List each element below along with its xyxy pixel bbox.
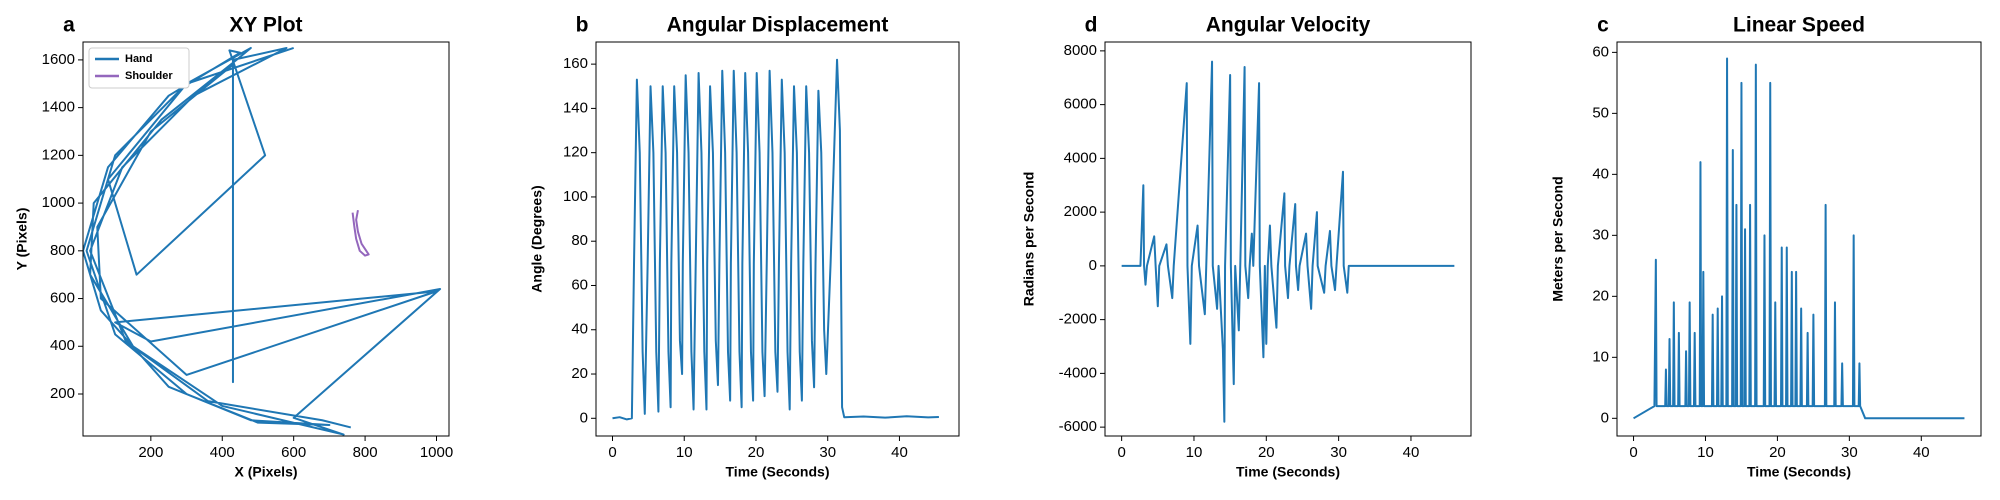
x-tick-label: 30 [1330, 444, 1347, 461]
y-tick-label: 1000 [42, 194, 75, 211]
x-tick-label: 30 [819, 444, 836, 461]
legend-label: Shoulder [125, 70, 173, 82]
x-axis-label: Time (Seconds) [1747, 464, 1851, 480]
y-tick-label: 20 [571, 365, 588, 382]
y-tick-label: 8000 [1064, 42, 1097, 59]
y-tick-label: 60 [1592, 43, 1609, 60]
x-tick-label: 20 [1258, 444, 1275, 461]
x-tick-label: 0 [1629, 444, 1637, 461]
series-line [351, 210, 370, 257]
y-tick-label: 4000 [1064, 149, 1097, 166]
y-tick-label: 0 [1601, 409, 1609, 426]
x-tick-label: 10 [676, 444, 693, 461]
x-tick-label: 40 [891, 444, 908, 461]
x-axis-label: Time (Seconds) [1236, 464, 1340, 480]
x-tick-label: 10 [1697, 444, 1714, 461]
series-line [612, 58, 939, 421]
y-tick-label: 2000 [1064, 203, 1097, 220]
y-tick-label: 200 [50, 385, 75, 402]
y-tick-label: 6000 [1064, 96, 1097, 113]
y-tick-label: 120 [563, 144, 588, 161]
axes-frame [1616, 41, 1982, 437]
y-axis-label: Radians per Second [1021, 172, 1037, 307]
y-axis-label: Meters per Second [1550, 176, 1566, 301]
axes-frame [82, 41, 450, 437]
x-tick-label: 40 [1403, 444, 1420, 461]
x-tick-label: 20 [1769, 444, 1786, 461]
y-tick-label: 80 [571, 232, 588, 249]
legend-label: Hand [125, 53, 153, 65]
panel-label: b [576, 14, 589, 37]
x-tick-label: 0 [1117, 444, 1125, 461]
y-tick-label: 0 [580, 409, 588, 426]
y-tick-label: 140 [563, 99, 588, 116]
panel-label: c [1597, 14, 1609, 37]
axes-frame [595, 41, 960, 437]
x-tick-label: 20 [748, 444, 765, 461]
y-axis-label: Angle (Degrees) [529, 185, 545, 292]
chart-title: Angular Displacement [667, 14, 889, 37]
y-tick-label: 40 [571, 321, 588, 338]
y-tick-label: 160 [563, 55, 588, 72]
y-tick-label: 600 [50, 290, 75, 307]
y-tick-label: 400 [50, 337, 75, 354]
x-axis-label: X (Pixels) [234, 464, 297, 480]
chart-title: Linear Speed [1733, 14, 1865, 37]
x-tick-label: 400 [210, 444, 235, 461]
y-tick-label: 30 [1592, 226, 1609, 243]
x-tick-label: 10 [1186, 444, 1203, 461]
y-tick-label: 60 [571, 276, 588, 293]
x-tick-label: 600 [281, 444, 306, 461]
y-tick-label: 20 [1592, 287, 1609, 304]
x-tick-label: 200 [138, 444, 163, 461]
y-tick-label: 100 [563, 188, 588, 205]
x-tick-label: 30 [1841, 444, 1858, 461]
x-tick-label: 1000 [420, 444, 453, 461]
chart-title: Angular Velocity [1206, 14, 1371, 37]
y-tick-label: 800 [50, 242, 75, 259]
axes-frame [1104, 41, 1472, 437]
x-tick-label: 0 [608, 444, 616, 461]
panel-label: a [63, 14, 75, 37]
series-line [1121, 60, 1455, 423]
panel-label: d [1085, 14, 1098, 37]
x-tick-label: 800 [353, 444, 378, 461]
y-tick-label: 40 [1592, 165, 1609, 182]
y-tick-label: 1200 [42, 146, 75, 163]
series-line [83, 46, 442, 436]
y-tick-label: -2000 [1059, 311, 1097, 328]
y-tick-label: -4000 [1059, 364, 1097, 381]
y-tick-label: 1400 [42, 99, 75, 116]
x-axis-label: Time (Seconds) [726, 464, 830, 480]
y-axis-label: Y (Pixels) [14, 208, 30, 271]
chart-title: XY Plot [229, 14, 302, 37]
y-tick-label: -6000 [1059, 418, 1097, 435]
y-tick-label: 1600 [42, 51, 75, 68]
y-tick-label: 0 [1089, 257, 1097, 274]
series-line [1633, 57, 1965, 420]
y-tick-label: 10 [1592, 348, 1609, 365]
x-tick-label: 40 [1913, 444, 1930, 461]
y-tick-label: 50 [1592, 104, 1609, 121]
